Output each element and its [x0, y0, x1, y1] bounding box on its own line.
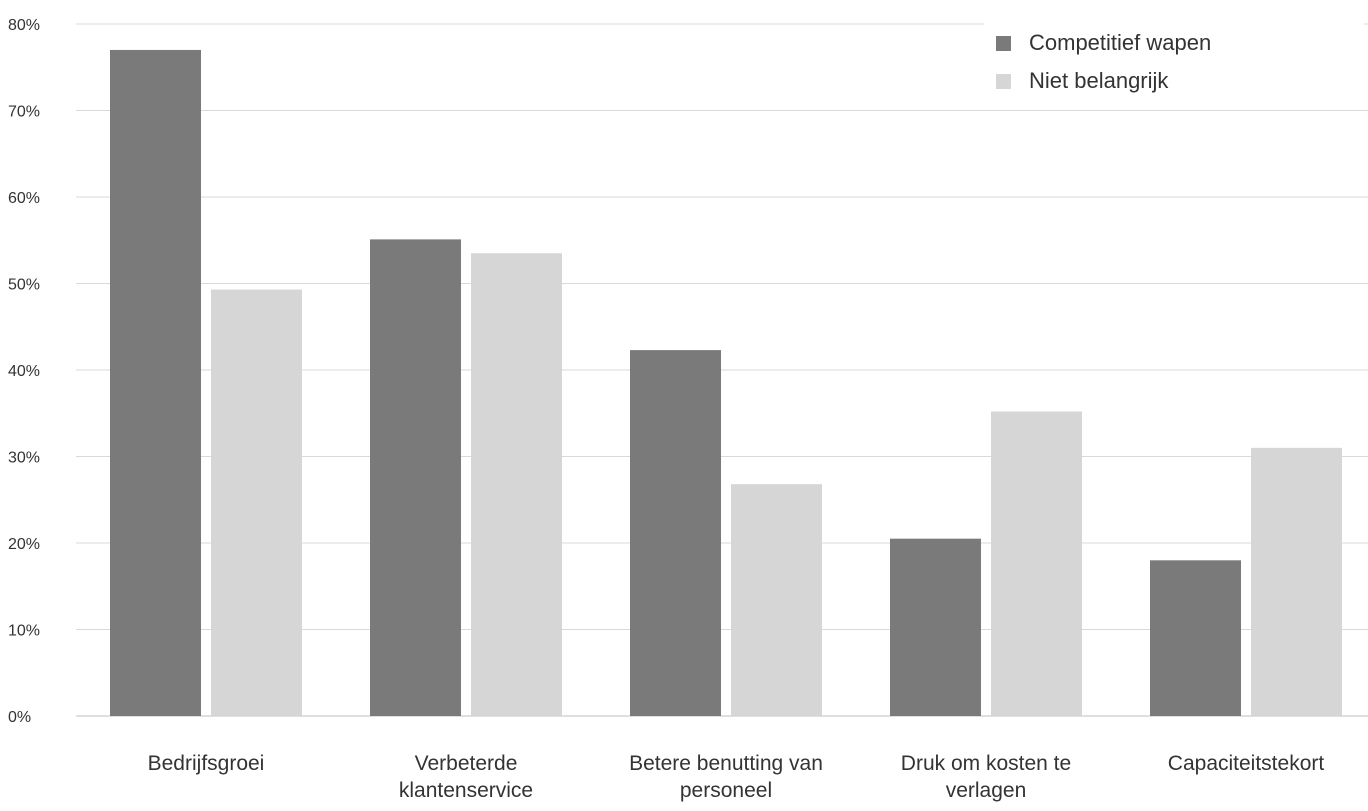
x-tick-label-line: verlagen — [946, 779, 1027, 802]
x-tick-label-line: Druk om kosten te — [901, 752, 1071, 775]
x-tick-label: Druk om kosten te verlagen — [901, 752, 1071, 802]
x-tick-label: Verbeterde klantenservice — [399, 752, 533, 802]
y-tick-label: 10% — [8, 623, 40, 640]
x-tick-label-line: Bedrijfsgroei — [148, 752, 265, 775]
bar-competitief-wapen — [890, 538, 981, 716]
y-tick-label: 20% — [8, 536, 40, 553]
y-tick-label: 50% — [8, 277, 40, 294]
bar-niet-belangrijk — [991, 411, 1082, 716]
bar-niet-belangrijk — [211, 289, 302, 716]
y-tick-label: 30% — [8, 450, 40, 467]
bar-competitief-wapen — [630, 350, 721, 716]
bar-competitief-wapen — [1150, 560, 1241, 716]
bar-competitief-wapen — [370, 239, 461, 716]
legend: Competitief wapen Niet belangrijk — [984, 18, 1364, 110]
x-tick-label: Betere benutting van personeel — [629, 752, 823, 802]
x-tick-label-line: klantenservice — [399, 779, 533, 802]
y-tick-label: 40% — [8, 363, 40, 380]
x-tick-label-line: Capaciteitstekort — [1168, 752, 1325, 775]
y-tick-label: 60% — [8, 190, 40, 207]
x-tick-label-line: personeel — [680, 779, 772, 802]
x-axis: Bedrijfsgroei Verbeterde klantenservice Bet… — [148, 752, 1325, 802]
legend-swatch — [996, 36, 1011, 51]
y-tick-label: 70% — [8, 104, 40, 121]
y-tick-label: 0% — [8, 709, 31, 726]
legend-label: Competitief wapen — [1029, 30, 1211, 55]
x-tick-label-line: Betere benutting van — [629, 752, 823, 775]
x-tick-label: Capaciteitstekort — [1168, 752, 1325, 775]
y-axis: 0% 10% 20% 30% 40% 50% 60% 70% 80% — [8, 17, 40, 726]
x-tick-label-line: Verbeterde — [415, 752, 518, 775]
legend-background — [984, 18, 1364, 110]
x-tick-label: Bedrijfsgroei — [148, 752, 265, 775]
y-tick-label: 80% — [8, 17, 40, 34]
bar-niet-belangrijk — [1251, 447, 1342, 716]
bar-niet-belangrijk — [471, 253, 562, 716]
legend-label: Niet belangrijk — [1029, 68, 1169, 93]
bars-layer — [110, 49, 1342, 716]
bar-competitief-wapen — [110, 49, 201, 716]
bar-niet-belangrijk — [731, 484, 822, 716]
legend-swatch — [996, 74, 1011, 89]
